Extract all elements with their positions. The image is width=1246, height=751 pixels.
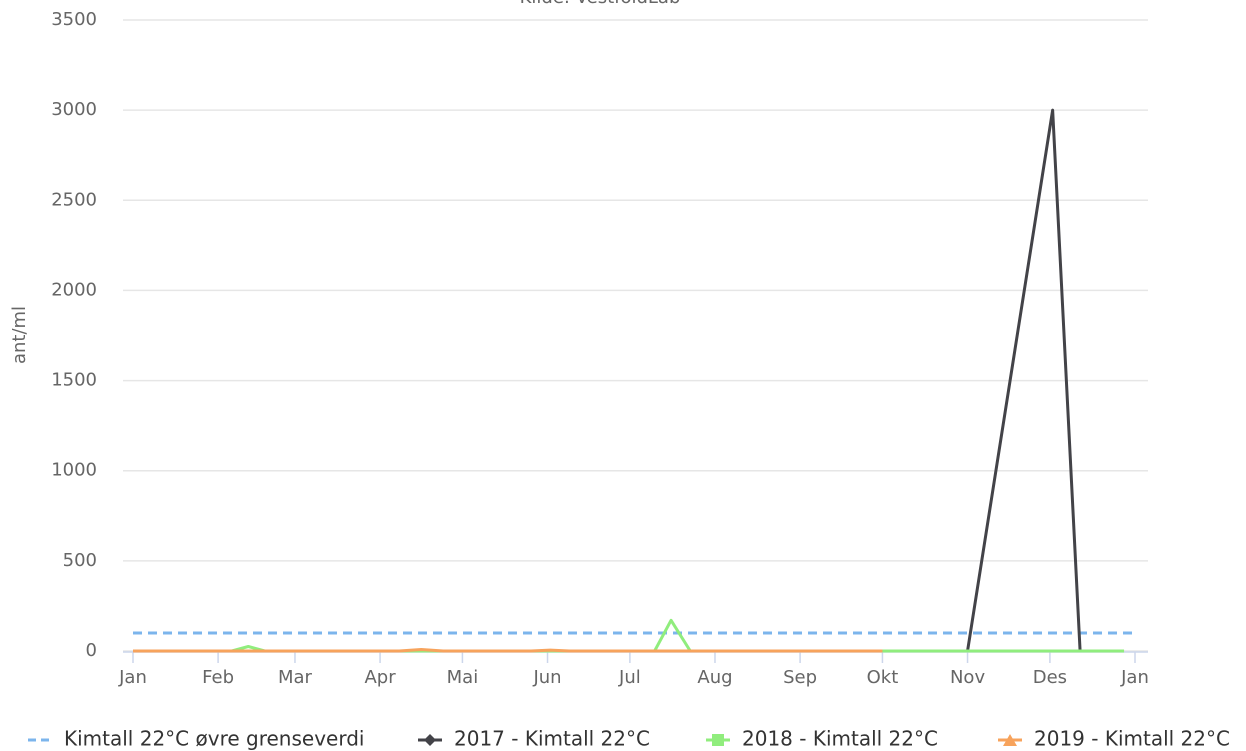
x-tick-label: Sep — [783, 667, 817, 688]
y-axis-label: ant/ml — [9, 306, 30, 364]
y-tick-label: 1500 — [51, 370, 97, 391]
y-tick-label: 2500 — [51, 189, 97, 210]
legend-label: 2017 - Kimtall 22°C — [454, 727, 650, 751]
x-tick-label: Mar — [278, 667, 313, 688]
y-tick-label: 500 — [63, 550, 97, 571]
x-tick-label: Mai — [447, 667, 479, 688]
y-tick-label: 3000 — [51, 99, 97, 120]
x-tick-label: Okt — [867, 667, 899, 688]
x-tick-label: Aug — [697, 667, 732, 688]
y-tick-label: 1000 — [51, 460, 97, 481]
x-tick-label: Jan — [118, 667, 147, 688]
x-tick-label: Jun — [532, 667, 561, 688]
y-tick-label: 3500 — [51, 9, 97, 30]
x-tick-label: Des — [1033, 667, 1067, 688]
x-tick-label: Feb — [202, 667, 234, 688]
series-line — [133, 618, 1125, 653]
legend-marker — [712, 734, 724, 746]
y-tick-label: 0 — [86, 640, 97, 661]
y-tick-label: 2000 — [51, 279, 97, 300]
legend-label: 2019 - Kimtall 22°C — [1034, 727, 1230, 751]
chart-subtitle: Kilde: VestfoldLab — [520, 0, 681, 8]
series-line — [133, 648, 883, 653]
x-tick-label: Nov — [950, 667, 985, 688]
legend-label: Kimtall 22°C øvre grenseverdi — [64, 727, 364, 751]
legend-marker — [424, 734, 436, 746]
x-tick-label: Apr — [364, 667, 396, 688]
x-tick-label: Jan — [1120, 667, 1149, 688]
legend-marker — [1003, 734, 1017, 746]
legend-label: 2018 - Kimtall 22°C — [742, 727, 938, 751]
x-tick-label: Jul — [618, 667, 641, 688]
